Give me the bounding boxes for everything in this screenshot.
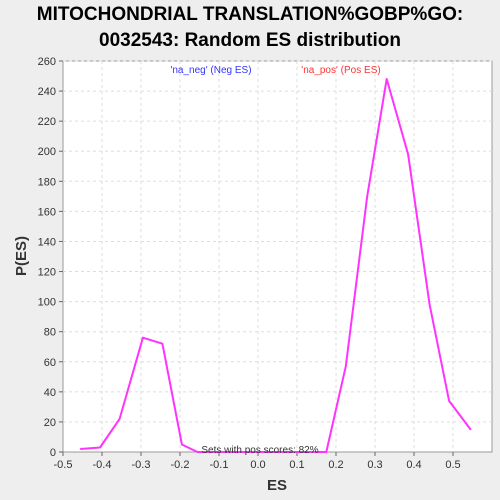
series-point — [79, 448, 82, 450]
series-point — [181, 443, 183, 446]
y-tick-label: 240 — [38, 86, 56, 98]
series-point — [235, 451, 238, 453]
series-layer — [79, 78, 472, 453]
x-tick-label: -0.2 — [171, 459, 190, 471]
pos-scores-annotation: Sets with pos scores: 82% — [201, 445, 318, 456]
series-point — [305, 451, 308, 453]
series-point — [428, 303, 431, 306]
series-point — [469, 428, 472, 431]
axes: 0 20 40 60 80 100 120 140 160 180 200 220 240 260 -0.5… — [38, 56, 461, 471]
series-point — [366, 195, 369, 198]
x-tick-label: 0.3 — [367, 459, 382, 471]
y-tick-label: 0 — [50, 447, 56, 459]
series-point — [216, 451, 218, 453]
x-tick-label: -0.5 — [54, 459, 73, 471]
legend-entry-neg: 'na_neg' (Neg ES) — [170, 65, 251, 76]
series-point — [448, 400, 450, 402]
plot-area — [62, 60, 493, 453]
series-point — [118, 418, 121, 420]
chart-title-line-2: 0032543: Random ES distribution — [99, 30, 401, 51]
y-axis-title: P(ES) — [13, 236, 30, 276]
y-tick-label: 100 — [38, 297, 56, 309]
y-tick-label: 220 — [38, 116, 56, 128]
y-tick-label: 260 — [38, 56, 56, 68]
grid-lines — [63, 60, 492, 452]
series-point — [196, 451, 199, 453]
x-tick-label: -0.3 — [132, 459, 151, 471]
y-tick-label: 120 — [38, 267, 56, 279]
y-tick-label: 60 — [44, 357, 56, 369]
y-tick-label: 200 — [38, 146, 56, 158]
series-point — [288, 451, 291, 453]
y-tick-label: 160 — [38, 206, 56, 218]
series-point — [325, 451, 328, 453]
x-tick-label: 0.2 — [328, 459, 343, 471]
series-point — [344, 365, 347, 368]
y-tick-label: 140 — [38, 236, 56, 248]
series-point — [161, 342, 164, 345]
series-point — [257, 451, 259, 453]
x-tick-label: 0.1 — [289, 459, 304, 471]
series-point — [99, 446, 101, 449]
y-tick-label: 20 — [44, 417, 56, 429]
series-point — [142, 336, 144, 339]
chart-title-line-1: MITOCHONDRIAL TRANSLATION%GOBP%GO: — [36, 4, 464, 25]
series-point — [407, 153, 409, 156]
series-line — [80, 78, 472, 453]
x-tick-label: 0.4 — [406, 459, 421, 471]
x-tick-label: 0.5 — [445, 459, 460, 471]
x-tick-label: 0.0 — [250, 459, 265, 471]
series-point — [385, 78, 388, 80]
x-tick-label: -0.1 — [210, 459, 229, 471]
x-axis-title: ES — [267, 477, 287, 494]
y-tick-label: 40 — [44, 387, 56, 399]
x-tick-label: -0.4 — [93, 459, 112, 471]
y-tick-label: 80 — [44, 327, 56, 339]
legend-entry-pos: 'na_pos' (Pos ES) — [301, 65, 380, 76]
y-tick-label: 180 — [38, 176, 56, 188]
